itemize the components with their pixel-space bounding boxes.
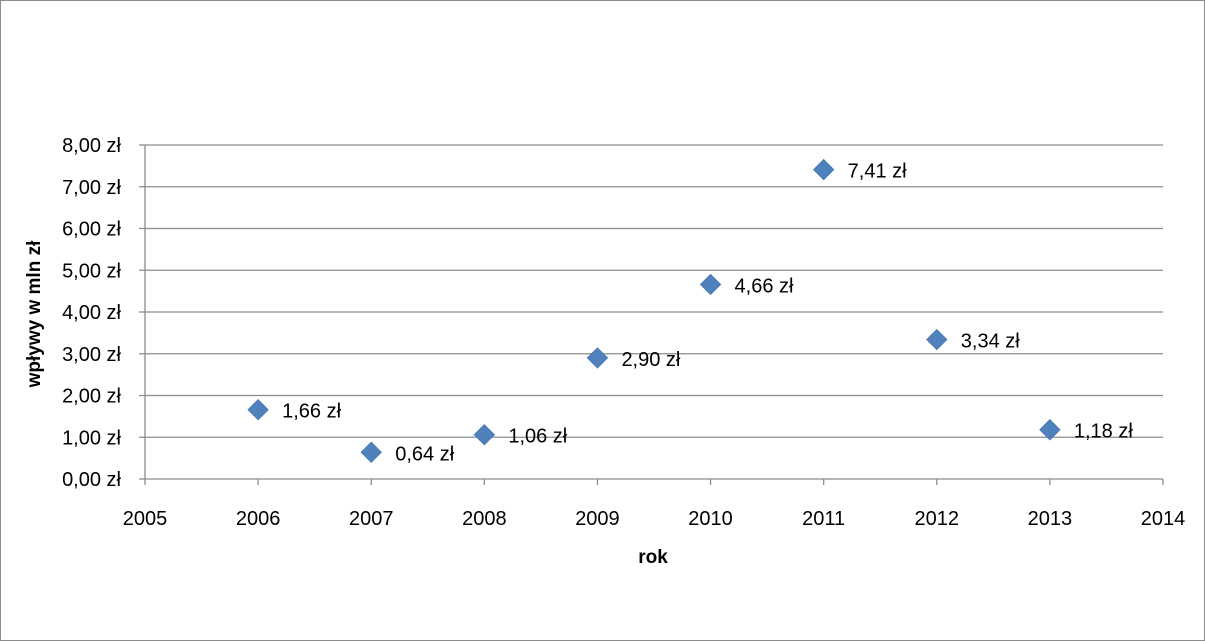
data-label: 3,34 zł: [961, 331, 1020, 353]
x-tick-label: 2005: [123, 508, 168, 530]
y-tick-label: 8,00 zł: [62, 135, 121, 157]
y-tick-label: 6,00 zł: [62, 219, 121, 241]
x-tick-label: 2014: [1141, 508, 1186, 530]
data-point: [1039, 419, 1061, 441]
data-label: 0,64 zł: [395, 443, 454, 465]
data-label: 1,66 zł: [282, 401, 341, 423]
axes: [139, 144, 1164, 485]
x-tick-label: 2010: [688, 508, 733, 530]
gridlines: [145, 144, 1163, 438]
data-point: [247, 398, 269, 421]
x-tick-labels: 2005 2006 2007 2008 2009 2010 2011 2012 2013 2014: [123, 508, 1186, 530]
x-tick-label: 2011: [802, 508, 845, 530]
data-point: [812, 158, 835, 181]
x-tick-label: 2006: [236, 508, 281, 530]
data-point: [473, 424, 496, 446]
x-axis-title: rok: [638, 547, 668, 568]
data-label: 7,41 zł: [848, 161, 907, 183]
data-label: 2,90 zł: [621, 349, 680, 371]
x-tick-label: 2008: [462, 508, 507, 530]
y-tick-label: 7,00 zł: [62, 177, 121, 199]
data-labels: 1,66 zł 0,64 zł 1,06 zł 2,90 zł 4,66 zł 7,41 …: [282, 161, 1133, 466]
x-tick-label: 2007: [349, 508, 394, 530]
y-tick-label: 5,00 zł: [62, 260, 121, 282]
x-tick-label: 2013: [1028, 508, 1073, 530]
data-point: [360, 441, 382, 463]
data-label: 4,66 zł: [735, 275, 794, 297]
data-point: [699, 273, 722, 296]
y-tick-label: 2,00 zł: [62, 386, 121, 408]
data-point: [586, 347, 609, 369]
y-tick-labels: 0,00 zł 1,00 zł 2,00 zł 3,00 zł 4,00 zł 5,00 …: [62, 135, 121, 491]
data-points: [247, 158, 1061, 463]
x-tick-label: 2012: [915, 508, 960, 530]
y-axis-title: wpływy w mln zł: [24, 240, 45, 388]
y-tick-label: 3,00 zł: [62, 344, 121, 366]
x-tick-label: 2009: [575, 508, 620, 530]
data-point: [926, 328, 948, 351]
data-label: 1,06 zł: [508, 426, 567, 448]
data-label: 1,18 zł: [1074, 421, 1133, 443]
y-tick-label: 4,00 zł: [62, 302, 121, 324]
y-tick-label: 0,00 zł: [62, 469, 121, 491]
y-tick-label: 1,00 zł: [62, 427, 121, 449]
